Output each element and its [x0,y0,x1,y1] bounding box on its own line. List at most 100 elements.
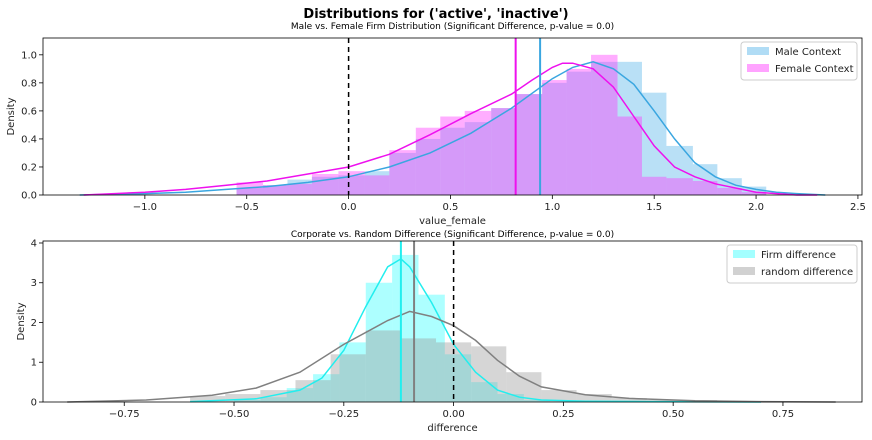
y-tick-label: 3 [31,278,37,289]
hist-bar [464,110,492,195]
x-tick-label: 0.25 [552,409,574,420]
hist-bar [234,400,261,402]
hist-bar [400,338,437,402]
legend-label: Female Context [775,64,854,75]
legend-label: Male Context [775,47,841,58]
hist-bar [515,94,543,195]
hist-bar [497,394,524,402]
legend: Firm difference random difference [726,244,858,284]
legend-label: Firm difference [761,250,836,261]
y-tick-label: 0.8 [21,78,37,89]
x-tick-label: 0.50 [662,409,684,420]
legend: Male Context Female Context [740,41,858,81]
legend-box [740,41,858,81]
x-tick-label: 0.00 [442,409,464,420]
x-tick-label: 0.0 [341,202,357,213]
plot-frame [42,37,863,196]
hist-bar [440,116,465,195]
y-tick-label: 2 [31,318,37,329]
hist-bar [263,185,288,195]
histogram-0 [236,61,767,196]
hist-bar [338,171,365,195]
hist-bar [471,346,507,402]
hist-bar [225,394,261,402]
y-tick-label: 0 [31,398,37,409]
hist-bar [236,187,264,195]
y-tick-label: 0.4 [21,134,37,145]
hist-bar [591,54,618,196]
hist-bar [236,182,264,195]
figure-suptitle: Distributions for ('active', 'inactive') [303,7,568,22]
hist-bar [717,187,742,195]
legend-label: random difference [761,267,853,278]
legend-box [726,244,858,284]
hist-bar [365,330,401,402]
hist-bar [491,108,516,195]
hist-bar [617,116,642,195]
y-tick-label: 4 [31,238,37,249]
x-tick-label: −0.25 [328,409,359,420]
kde-line-0 [79,61,826,196]
histogram-0 [234,254,551,402]
legend-swatch [733,267,755,275]
hist-bar [542,82,567,195]
top-panel: Male vs. Female Firm Distribution (Signi… [6,22,866,227]
y-tick-label: 0.6 [21,106,37,117]
y-tick-label: 0.2 [21,162,37,173]
hist-bar [260,397,287,402]
panel-title: Corporate vs. Random Difference (Signifi… [291,230,614,240]
legend-swatch [747,47,769,55]
x-tick-label: 2.0 [748,202,764,213]
x-axis-label: value_female [419,216,486,227]
hist-bar [338,175,365,195]
plot-frame [42,240,863,403]
hist-bar [741,186,767,195]
hist-bar [364,171,390,195]
hist-bar [611,398,647,402]
hist-bar [415,138,441,195]
y-tick-label: 1.0 [21,50,37,61]
hist-bar [260,390,296,402]
hist-bar [666,178,693,195]
hist-bar [263,185,288,195]
hist-bar [364,175,390,195]
kde-line-1 [83,62,818,196]
hist-bar [591,61,618,196]
y-axis-label: Density [16,302,27,340]
x-tick-label: 0.75 [772,409,794,420]
legend-swatch [733,250,755,258]
hist-bar [566,71,592,195]
x-tick-label: 1.5 [646,202,662,213]
panel-title: Male vs. Female Firm Distribution (Signi… [291,22,614,32]
hist-bar [295,380,331,402]
hist-bar [566,68,592,195]
hist-bar [692,180,718,195]
hist-bar [311,173,339,195]
x-tick-label: 1.0 [544,202,560,213]
hist-bar [491,108,516,195]
x-tick-label: 2.5 [850,202,866,213]
hist-bar [523,400,551,402]
y-tick-label: 1 [31,358,37,369]
x-tick-label: 0.5 [443,202,459,213]
hist-bar [641,176,667,195]
hist-bar [190,396,226,402]
hist-bar [418,294,445,402]
hist-bar [339,342,366,402]
x-axis-label: difference [427,423,477,434]
y-axis-label: Density [6,97,17,135]
bottom-panel: Corporate vs. Random Difference (Signifi… [16,230,863,434]
histogram-1 [236,54,767,196]
hist-bar [330,354,366,402]
x-tick-label: −0.75 [109,409,140,420]
hist-bar [741,192,767,195]
hist-bar [542,80,567,195]
hist-bar [617,61,642,196]
histogram-1 [190,330,718,402]
hist-bar [389,150,416,195]
kde-line-0 [190,257,762,403]
hist-bar [515,94,543,195]
x-tick-label: −0.5 [235,202,259,213]
x-tick-label: −0.50 [219,409,250,420]
